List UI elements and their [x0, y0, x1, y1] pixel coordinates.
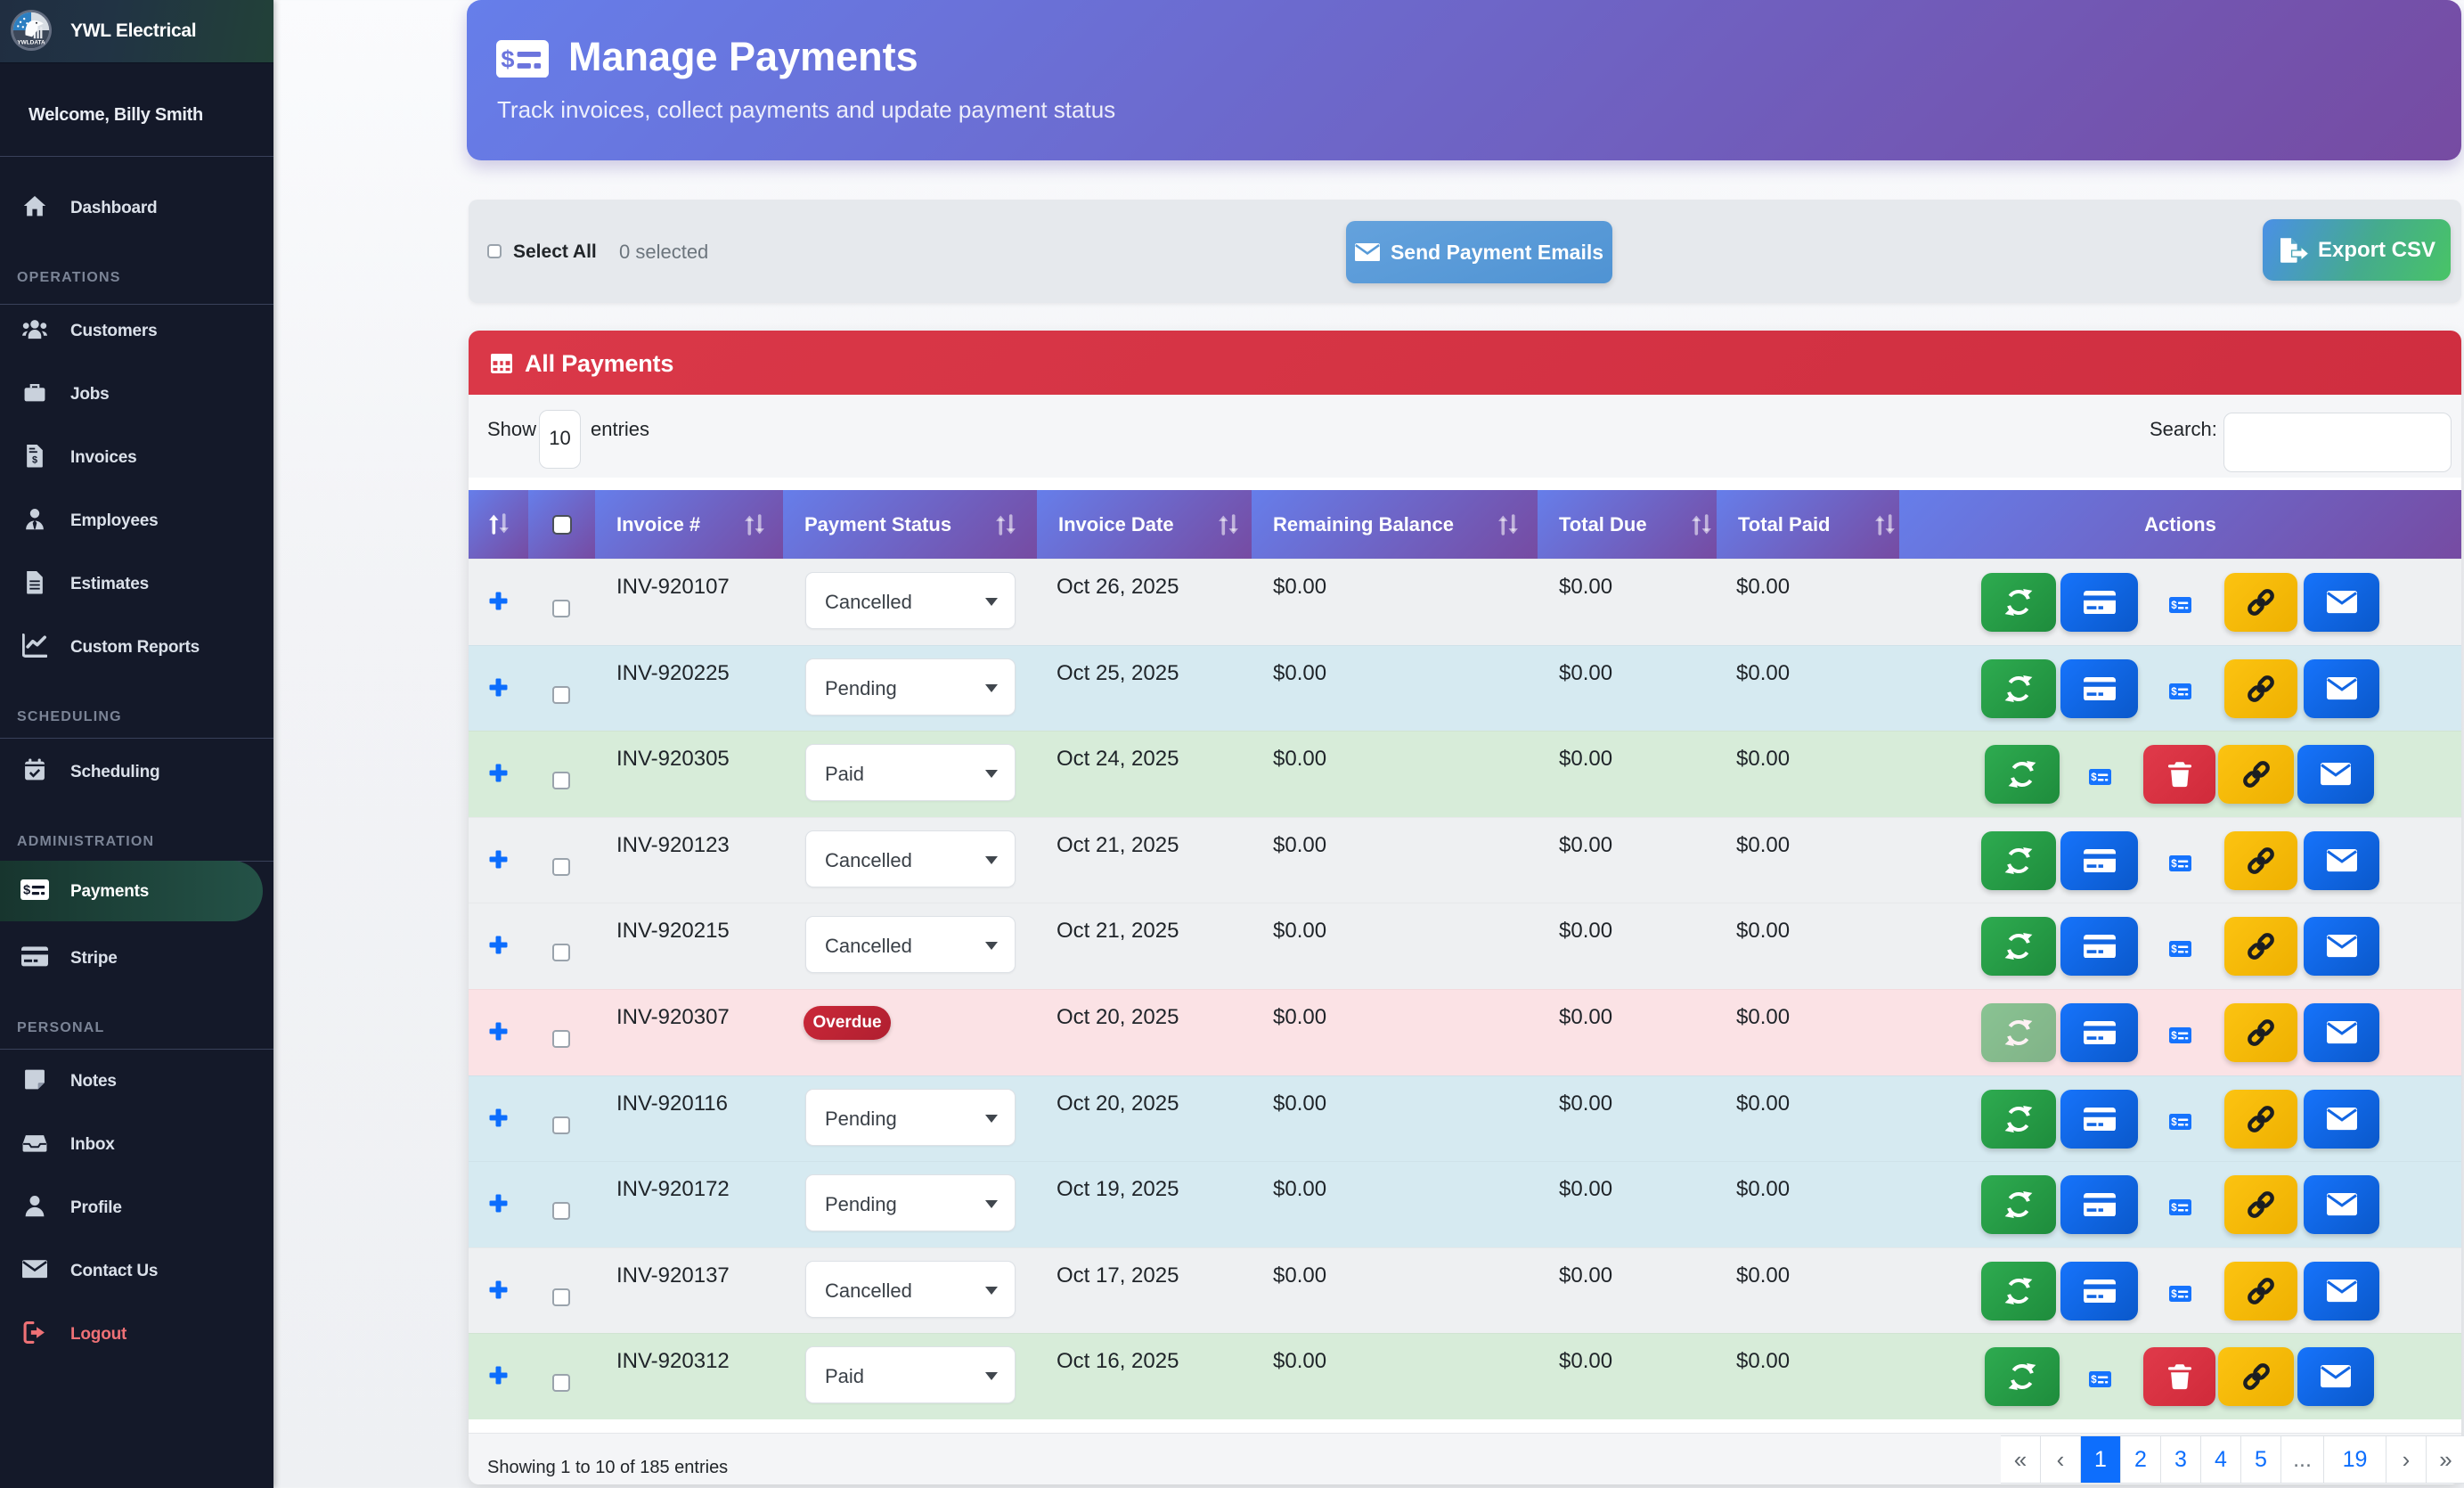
svg-text:$: $: [23, 883, 30, 897]
svg-text:$: $: [2171, 687, 2177, 698]
svg-text:$: $: [2171, 1031, 2177, 1042]
svg-text:$: $: [2171, 1117, 2177, 1128]
svg-text:$: $: [2171, 1203, 2177, 1214]
svg-text:$: $: [2171, 859, 2177, 870]
svg-text:$: $: [501, 45, 514, 73]
svg-text:$: $: [2171, 944, 2177, 955]
svg-text:$: $: [2091, 773, 2097, 783]
svg-text:$: $: [32, 454, 37, 465]
svg-text:$: $: [2171, 1289, 2177, 1300]
svg-text:YWLDATA: YWLDATA: [17, 40, 45, 46]
svg-text:$: $: [2091, 1375, 2097, 1386]
svg-text:$: $: [2171, 601, 2177, 611]
